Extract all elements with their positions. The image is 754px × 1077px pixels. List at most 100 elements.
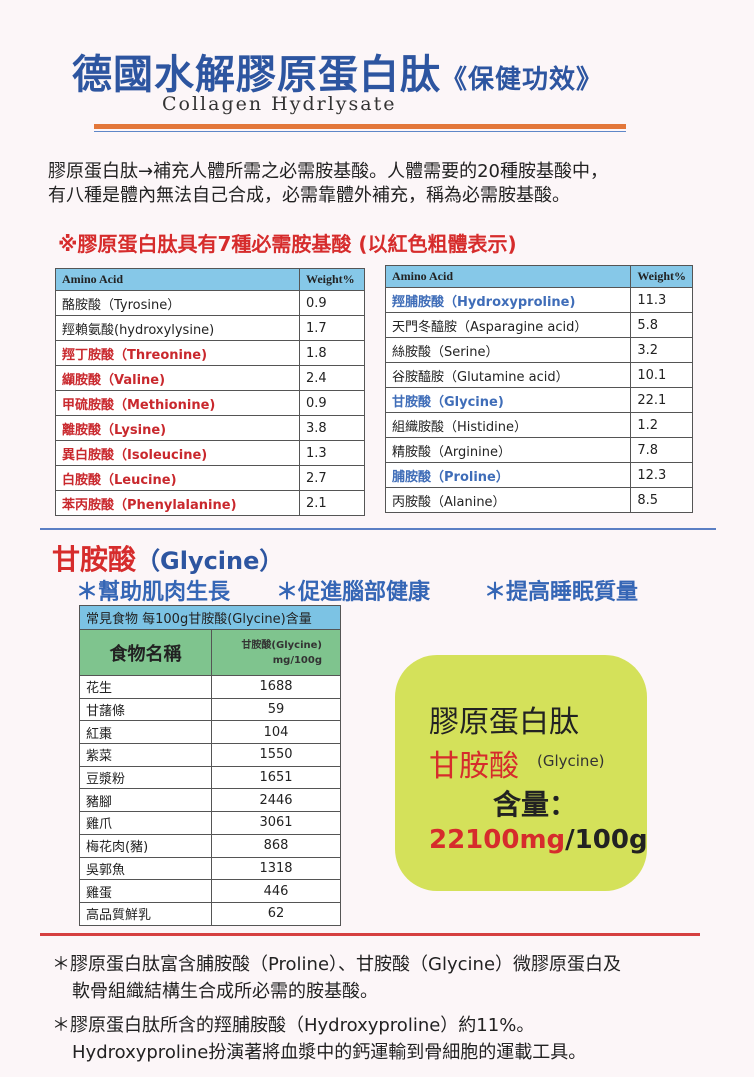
amino-acid-row: 纈胺酸（Valine) 2.4 [55, 365, 365, 391]
amino-acid-weight: 1.3 [299, 440, 365, 466]
food-glycine-table: 常見食物 每100g甘胺酸(Glycine)含量 食物名稱 甘胺酸(Glycin… [79, 605, 341, 926]
food-row: 吳郭魚 1318 [79, 856, 341, 881]
amino-table-left: Amino Acid Weight% 酪胺酸（Tyrosine） 0.9 羥賴氨酸(h… [55, 268, 365, 516]
glycine-value: 3061 [211, 811, 341, 835]
divider-orange [94, 124, 626, 129]
amino-acid-weight: 0.9 [299, 290, 365, 316]
benefit-muscle: ＊幫助肌肉生長 [76, 580, 231, 605]
amino-acid-name: 白胺酸（Leucine) [55, 465, 300, 491]
amino-acid-weight: 1.2 [630, 412, 693, 438]
food-row: 紅棗 104 [79, 720, 341, 745]
intro-line-2: 有八種是體內無法自己合成，必需靠體外補充，稱為必需胺基酸。 [48, 185, 570, 206]
food-row: 高品質鮮乳 62 [79, 901, 341, 926]
amino-acid-name: 羥丁胺酸（Threonine) [55, 340, 300, 366]
food-name: 甘藷條 [79, 697, 212, 722]
header-line: 甘胺酸(Glycine) [241, 639, 322, 651]
amino-acid-name: 離胺酸（Lysine) [55, 415, 300, 441]
amino-acid-name: 羥脯胺酸（Hydroxyproline) [384, 287, 632, 313]
header-unit: mg/100g [272, 654, 322, 666]
food-name: 高品質鮮乳 [79, 901, 212, 926]
food-name: 吳郭魚 [79, 856, 212, 881]
glycine-title-cn: 甘胺酸 [52, 543, 137, 576]
amino-acid-name: 纈胺酸（Valine) [55, 365, 300, 391]
benefit-sleep: ＊提高睡眠質量 [484, 580, 639, 605]
amino-acid-name: 組織胺酸（Histidine） [384, 412, 632, 438]
food-row: 紫菜 1550 [79, 743, 341, 767]
highlight-content-label: 含量： [493, 783, 577, 823]
amino-acid-weight: 1.7 [299, 315, 365, 341]
amino-acid-row: 苯丙胺酸（Phenylalanine) 2.1 [55, 490, 365, 516]
amino-acid-weight: 2.4 [299, 365, 365, 391]
amino-acid-weight: 3.2 [630, 337, 693, 363]
amount-unit: /100g [565, 825, 648, 855]
amino-acid-name: 苯丙胺酸（Phenylalanine) [55, 490, 300, 516]
note-line: Hydroxyproline扮演著將血漿中的鈣運輸到骨細胞的運載工具。 [72, 1042, 587, 1063]
amino-acid-weight: 5.8 [630, 312, 693, 338]
food-name: 雞蛋 [79, 879, 212, 903]
glycine-value: 104 [211, 720, 341, 745]
food-name: 豆漿粉 [79, 765, 212, 790]
glycine-value: 2446 [211, 788, 341, 813]
food-table-caption: 常見食物 每100g甘胺酸(Glycine)含量 [79, 605, 341, 630]
title-suffix: 《保健功效》 [441, 65, 604, 95]
food-row: 梅花肉(豬) 868 [79, 833, 341, 858]
amino-acid-weight: 3.8 [299, 415, 365, 441]
intro-line-1: 膠原蛋白肽→補充人體所需之必需胺基酸。人體需要的20種胺基酸中， [48, 161, 608, 182]
amino-acid-row: 羥丁胺酸（Threonine) 1.8 [55, 340, 365, 366]
food-row: 雞爪 3061 [79, 811, 341, 835]
amino-acid-row: 甲硫胺酸（Methionine) 0.9 [55, 390, 365, 416]
highlight-glycine-cn: 甘胺酸 [429, 749, 519, 784]
subtitle: Collagen Hydrlysate [162, 93, 397, 115]
amino-acid-weight: 22.1 [630, 387, 693, 413]
content-label: 含量： [493, 788, 578, 821]
amount-value: 22100mg [429, 825, 566, 855]
note-line: 軟骨組織結構生合成所必需的胺基酸。 [72, 981, 378, 1002]
section-divider [40, 528, 716, 530]
amino-acid-name: 甘胺酸（Glycine) [384, 387, 632, 413]
food-name: 雞爪 [79, 811, 212, 835]
amino-acid-name: 脯胺酸（Proline） [384, 462, 632, 488]
amino-acid-row: 白胺酸（Leucine) 2.7 [55, 465, 365, 491]
food-name: 豬腳 [79, 788, 212, 813]
amino-acid-name: 絲胺酸（Serine） [384, 337, 632, 363]
glycine-value: 59 [211, 697, 341, 722]
food-row: 花生 1688 [79, 675, 341, 699]
amino-acid-name: 酪胺酸（Tyrosine） [55, 290, 300, 316]
amino-acid-row: 酪胺酸（Tyrosine） 0.9 [55, 290, 365, 316]
amino-acid-row: 絲胺酸（Serine） 3.2 [384, 337, 693, 363]
amino-acid-weight: 12.3 [630, 462, 693, 488]
amino-acid-row: 離胺酸（Lysine) 3.8 [55, 415, 365, 441]
amino-acid-row: 天門冬醯胺（Asparagine acid） 5.8 [384, 312, 693, 338]
col-header: Amino Acid [384, 265, 632, 288]
note-line: ＊膠原蛋白肽所含的羥脯胺酸（Hydroxyproline）約11%。 [52, 1015, 535, 1036]
glycine-value-header: 甘胺酸(Glycine) mg/100g [211, 629, 341, 676]
title-main: 德國水解膠原蛋白肽 [72, 52, 441, 98]
glycine-value: 1688 [211, 675, 341, 699]
amino-acid-name: 甲硫胺酸（Methionine) [55, 390, 300, 416]
glycine-value: 62 [211, 901, 341, 926]
amino-acid-name: 谷胺醯胺（Glutamine acid） [384, 362, 632, 388]
amino-acid-row: 谷胺醯胺（Glutamine acid） 10.1 [384, 362, 693, 388]
amino-acid-row: 羥賴氨酸(hydroxylysine) 1.7 [55, 315, 365, 341]
food-row: 豆漿粉 1651 [79, 765, 341, 790]
food-name: 紫菜 [79, 743, 212, 767]
glycine-value: 446 [211, 879, 341, 903]
amino-acid-weight: 11.3 [630, 287, 693, 313]
amino-acid-row: 甘胺酸（Glycine) 22.1 [384, 387, 693, 413]
food-row: 豬腳 2446 [79, 788, 341, 813]
glycine-title-en: （Glycine） [136, 547, 284, 575]
highlight-line-1: 膠原蛋白肽 [429, 705, 579, 740]
note-line: ＊膠原蛋白肽富含脯胺酸（Proline）、甘胺酸（Glycine）微膠原蛋白及 [52, 954, 622, 975]
amino-acid-weight: 10.1 [630, 362, 693, 388]
amino-acid-row: 組織胺酸（Histidine） 1.2 [384, 412, 693, 438]
col-header: Weight% [630, 265, 693, 288]
glycine-value: 1318 [211, 856, 341, 881]
glycine-value: 868 [211, 833, 341, 858]
amino-acid-weight: 8.5 [630, 487, 693, 513]
highlight-amount: 22100mg/100g [429, 825, 648, 855]
col-header: Weight% [299, 268, 365, 291]
amino-acid-name: 精胺酸（Arginine） [384, 437, 632, 463]
amino-acid-weight: 7.8 [630, 437, 693, 463]
page-title: 德國水解膠原蛋白肽《保健功效》 [72, 42, 603, 100]
food-name: 紅棗 [79, 720, 212, 745]
